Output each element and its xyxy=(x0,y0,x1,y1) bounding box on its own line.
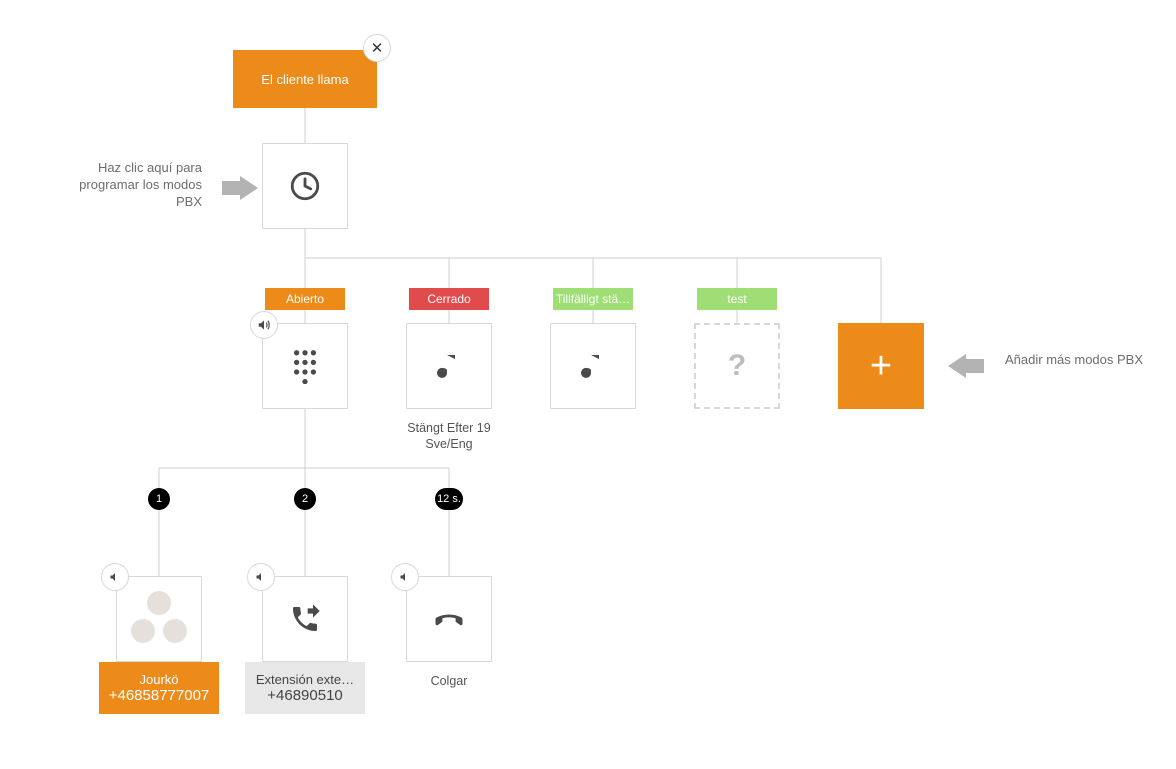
avatar-icon xyxy=(163,619,187,643)
speaker-sub3[interactable] xyxy=(391,563,419,591)
dot-12s: 12 s. xyxy=(435,488,463,510)
footer-extension[interactable]: Extensión exte… +46890510 xyxy=(245,662,365,714)
badge-test[interactable]: test xyxy=(697,288,777,310)
hint-schedule: Haz clic aquí para programar los modos P… xyxy=(72,160,202,211)
arrow-schedule xyxy=(240,176,258,200)
avatar-icon xyxy=(131,619,155,643)
sub-colgar[interactable] xyxy=(406,576,492,662)
sub-jourko[interactable] xyxy=(116,576,202,662)
question-icon: ? xyxy=(728,349,746,383)
footer-jourko[interactable]: Jourkö +46858777007 xyxy=(99,662,219,714)
close-button[interactable]: ✕ xyxy=(363,34,391,62)
close-icon: ✕ xyxy=(371,39,384,57)
music-note-icon xyxy=(437,351,461,381)
root-node[interactable]: El cliente llama xyxy=(233,50,377,108)
speaker-icon xyxy=(257,318,271,332)
badge-tillfalligt[interactable]: Tillfälligt stä… xyxy=(553,288,633,310)
dialpad-icon xyxy=(290,348,320,384)
hangup-icon xyxy=(431,601,467,637)
speaker-sub2[interactable] xyxy=(247,563,275,591)
caption-colgar: Colgar xyxy=(409,674,489,690)
footer-title: Jourkö xyxy=(139,672,178,687)
dot-2: 2 xyxy=(294,488,316,510)
mode-tillfalligt[interactable] xyxy=(550,323,636,409)
mode-cerrado[interactable] xyxy=(406,323,492,409)
call-forward-icon xyxy=(289,603,321,635)
footer-number: +46890510 xyxy=(267,687,343,704)
mode-test[interactable]: ? xyxy=(694,323,780,409)
footer-title: Extensión exte… xyxy=(256,672,354,687)
sub-extension[interactable] xyxy=(262,576,348,662)
badge-abierto[interactable]: Abierto xyxy=(265,288,345,310)
dot-1: 1 xyxy=(148,488,170,510)
speaker-icon xyxy=(399,571,411,583)
speaker-icon xyxy=(255,571,267,583)
music-note-icon xyxy=(581,351,605,381)
hint-add: Añadir más modos PBX xyxy=(1005,352,1155,369)
schedule-node[interactable] xyxy=(262,143,348,229)
arrow-add xyxy=(948,354,966,378)
footer-number: +46858777007 xyxy=(109,687,210,704)
avatar-icon xyxy=(147,591,171,615)
speaker-sub1[interactable] xyxy=(101,563,129,591)
caption-cerrado: Stängt Efter 19 Sve/Eng xyxy=(399,421,499,452)
sound-badge-mode1[interactable] xyxy=(250,311,278,339)
clock-icon xyxy=(288,169,322,203)
mode-abierto[interactable] xyxy=(262,323,348,409)
speaker-icon xyxy=(109,571,121,583)
root-label: El cliente llama xyxy=(261,72,348,87)
plus-icon: + xyxy=(870,347,892,385)
badge-cerrado[interactable]: Cerrado xyxy=(409,288,489,310)
add-mode-button[interactable]: + xyxy=(838,323,924,409)
